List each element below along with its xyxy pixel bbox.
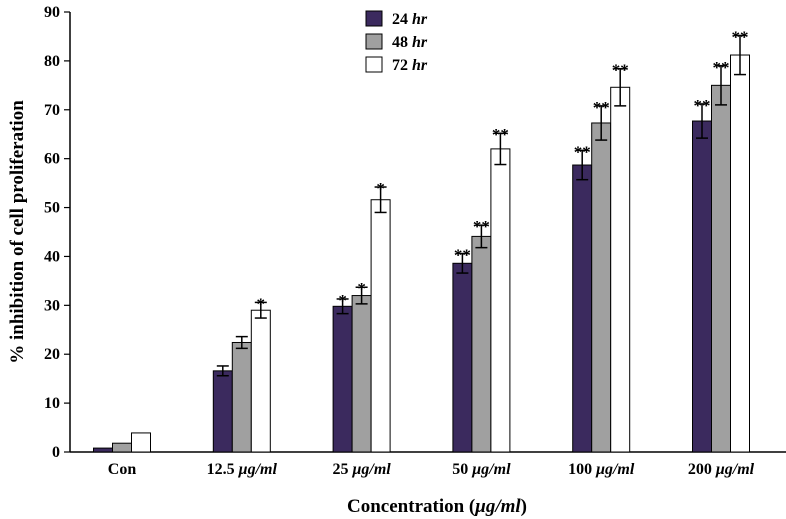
bar [370, 199, 391, 453]
legend-swatch [365, 56, 383, 73]
y-axis: 0 10 20 30 40 50 60 70 80 90 [44, 4, 71, 461]
legend: 24 hr 48 hr 72 hr [365, 10, 428, 74]
y-tick-label: 20 [44, 346, 60, 363]
bar [250, 309, 271, 453]
significance-mark: * [338, 291, 347, 310]
bar [572, 164, 593, 453]
y-tick-label: 30 [44, 297, 60, 314]
bar [351, 295, 372, 453]
significance-mark: ** [694, 96, 711, 115]
significance-mark: * [357, 279, 366, 298]
legend-label: 24 hr [392, 11, 428, 28]
significance-marks: ********************** [257, 27, 749, 313]
y-tick-label: 70 [44, 102, 60, 119]
bar [452, 262, 473, 453]
significance-mark: * [257, 294, 266, 313]
significance-mark: ** [713, 58, 730, 77]
significance-mark: ** [454, 246, 471, 265]
x-tick-label: 100 μg/ml [568, 461, 635, 478]
significance-mark: ** [473, 217, 490, 236]
y-tick-label: 40 [44, 248, 60, 265]
legend-swatch [365, 33, 383, 50]
bar [332, 305, 353, 453]
legend-label: 48 hr [392, 34, 428, 51]
bar [610, 86, 631, 453]
bar [93, 447, 113, 453]
x-tick-label: 50 μg/ml [452, 461, 511, 478]
x-tick-label: Con [108, 461, 137, 478]
bars [93, 54, 750, 453]
significance-mark: ** [574, 142, 591, 161]
significance-mark: ** [492, 125, 509, 144]
y-tick-label: 50 [44, 200, 60, 217]
y-tick-label: 80 [44, 53, 60, 70]
x-tick-label: 12.5 μg/ml [207, 461, 278, 478]
bar [212, 370, 233, 453]
x-tick-label: 25 μg/ml [332, 461, 391, 478]
legend-label: 72 hr [392, 57, 428, 74]
bar [591, 122, 612, 453]
y-axis-title: % inhibition of cell proliferation [7, 100, 28, 364]
bar [471, 235, 492, 453]
significance-mark: * [376, 179, 385, 198]
bar [112, 442, 132, 453]
y-tick-label: 90 [44, 4, 60, 21]
y-tick-label: 60 [44, 151, 60, 168]
bar [692, 120, 712, 453]
bar [711, 84, 731, 453]
y-tick-label: 10 [44, 395, 60, 412]
significance-mark: ** [612, 61, 629, 80]
bar [730, 54, 750, 453]
legend-swatch [365, 10, 383, 27]
error-bars [216, 34, 746, 377]
y-tick-label: 0 [52, 444, 60, 461]
bar [231, 341, 252, 453]
x-axis: Con 12.5 μg/ml 25 μg/ml 50 μg/ml 100 μg/ml 20… [70, 451, 786, 478]
x-axis-title: Concentration (μg/ml) [347, 496, 527, 517]
bar [490, 148, 511, 453]
x-tick-label: 200 μg/ml [688, 461, 755, 478]
significance-mark: ** [593, 98, 610, 117]
significance-mark: ** [732, 27, 749, 46]
bar [131, 432, 151, 453]
